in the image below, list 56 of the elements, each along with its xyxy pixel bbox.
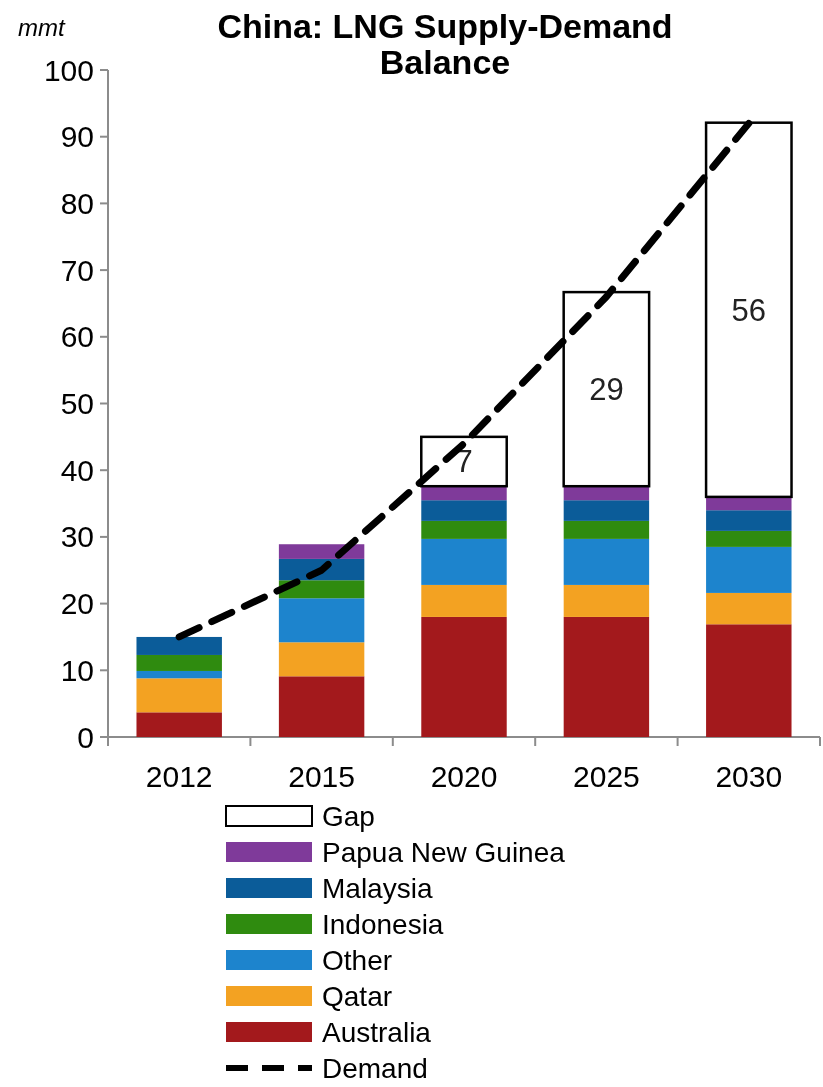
y-tick-label: 20 — [60, 587, 94, 621]
bar — [706, 496, 792, 511]
y-tick-label: 70 — [60, 253, 94, 287]
y-axis-title: mmt — [18, 14, 66, 41]
bar — [562, 290, 651, 488]
bar — [563, 500, 650, 521]
bar — [706, 530, 792, 547]
bar — [278, 642, 365, 677]
bar — [421, 500, 507, 521]
y-tick-label: 80 — [60, 186, 94, 220]
bar — [278, 598, 365, 643]
bar — [136, 678, 222, 713]
y-tick-label: 50 — [60, 387, 94, 420]
y-tick-label: 90 — [60, 120, 94, 154]
data-label: 56 — [731, 292, 767, 328]
chart-title: China: LNG Supply-Demand Balance — [217, 7, 673, 81]
legend-label: Gap — [322, 800, 375, 832]
legend-label: Malaysia — [322, 872, 433, 904]
bar — [136, 636, 222, 655]
bar — [563, 538, 650, 585]
bar — [278, 580, 365, 599]
bar — [706, 510, 792, 531]
x-tick-label: 2030 — [715, 760, 783, 793]
x-tick-label: 2025 — [573, 760, 640, 793]
legend-label: Qatar — [322, 980, 393, 1012]
bar — [421, 538, 507, 585]
x-tick-label: 2012 — [145, 760, 213, 793]
legend-label: Australia — [322, 1016, 432, 1048]
bar — [136, 712, 222, 737]
y-tick-label: 100 — [43, 53, 94, 87]
bar — [421, 616, 507, 737]
bar — [563, 584, 650, 617]
bar — [563, 520, 650, 539]
bar — [706, 546, 792, 593]
legend-label: Papua New Guinea — [322, 836, 566, 868]
bar — [421, 486, 507, 501]
bar — [421, 520, 507, 539]
y-tick-label: 10 — [60, 653, 94, 687]
bar — [136, 654, 222, 671]
y-tick-label: 40 — [60, 453, 94, 487]
y-tick-label: 60 — [60, 320, 94, 354]
legend-label: Other — [322, 944, 393, 976]
bar — [563, 486, 650, 501]
bar — [706, 624, 792, 737]
bar — [563, 616, 650, 737]
x-tick-label: 2015 — [288, 760, 355, 793]
bar — [706, 592, 792, 625]
legend-label: Indonesia — [322, 908, 444, 940]
bar — [136, 670, 222, 679]
data-label: 29 — [589, 372, 624, 408]
y-tick-label: 0 — [77, 720, 94, 754]
legend-label: Demand — [322, 1052, 428, 1084]
bar — [421, 584, 507, 617]
bar — [278, 676, 365, 737]
y-tick-label: 30 — [60, 520, 94, 554]
x-tick-label: 2020 — [430, 760, 498, 793]
